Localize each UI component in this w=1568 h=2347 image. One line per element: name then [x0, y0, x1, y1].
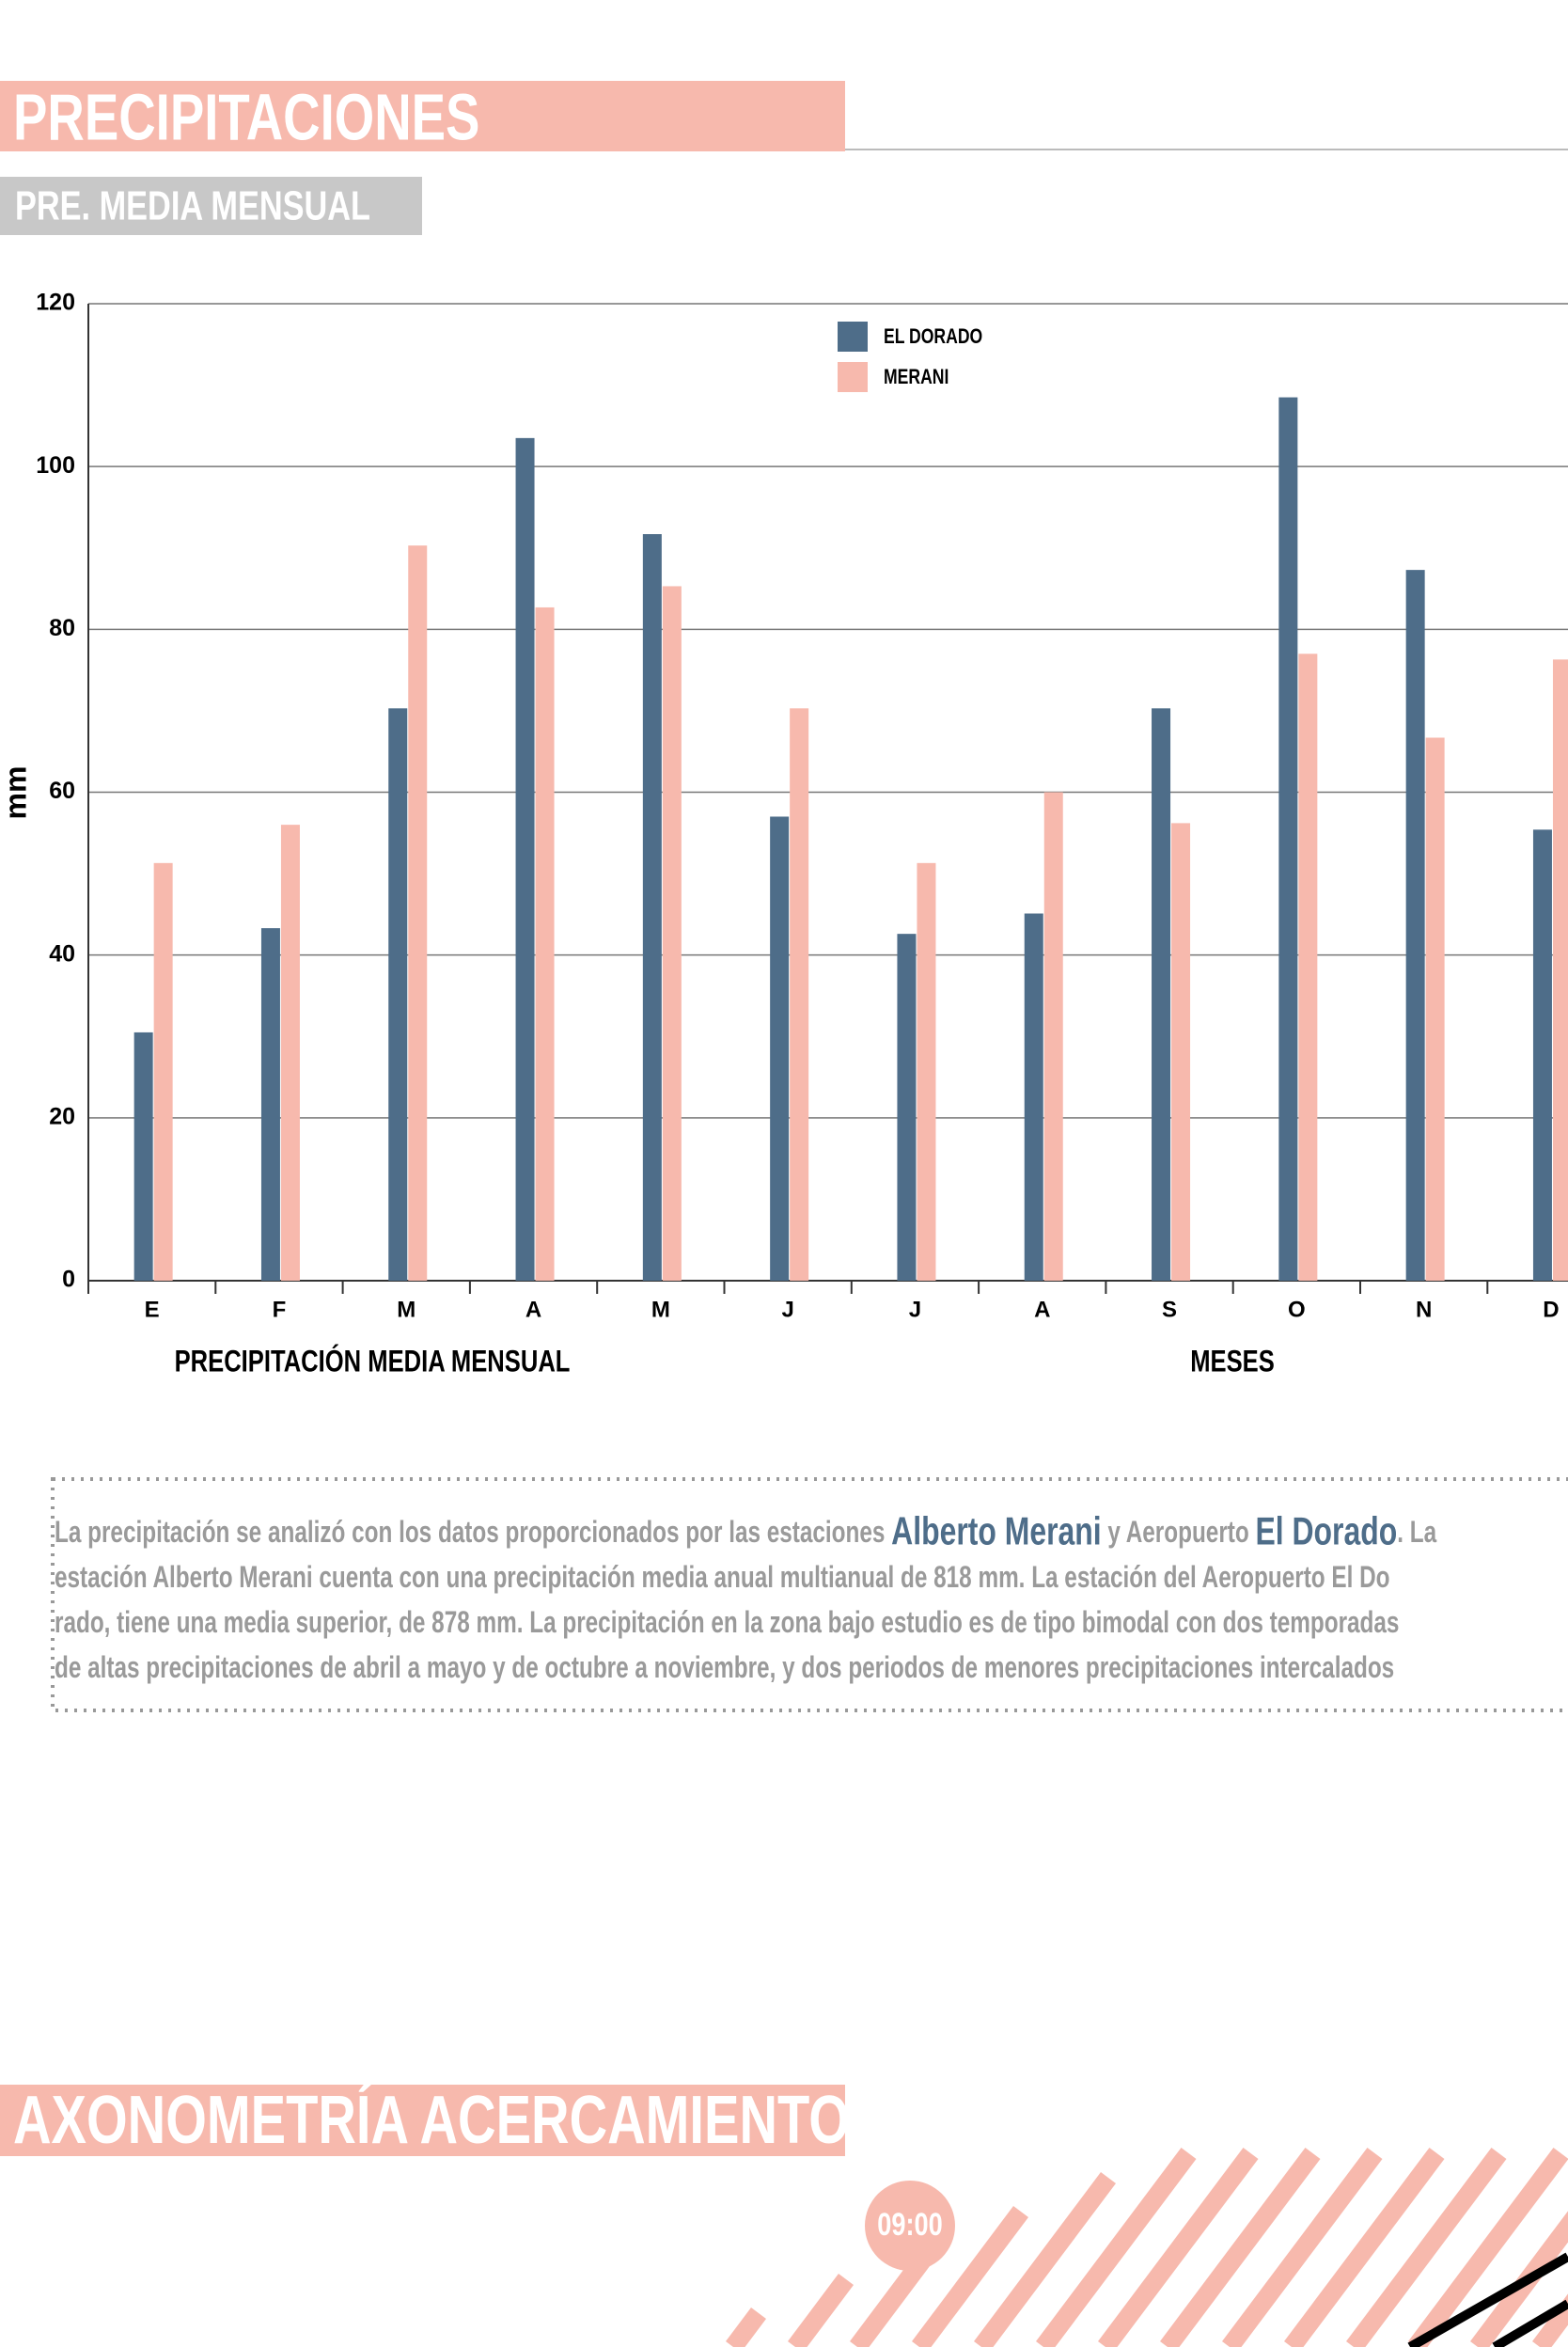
caption-wrap: PRECIPITACIÓN MEDIA MENSUAL — [175, 1344, 571, 1379]
x-tick-label: M — [651, 1297, 670, 1322]
bar — [388, 708, 408, 1281]
x-tick-label: A — [1034, 1297, 1050, 1322]
y-tick-label: 40 — [49, 940, 75, 967]
bar — [1171, 823, 1191, 1281]
time-label: 09:00 — [877, 2206, 943, 2243]
bar — [642, 534, 662, 1281]
x-tick-label: A — [525, 1297, 541, 1322]
legend-swatch — [838, 322, 868, 352]
paragraph-text: y Aeropuerto — [1102, 1515, 1256, 1549]
paragraph-line: rado, tiene una media superior, de 878 m… — [55, 1605, 1399, 1639]
y-tick-label: 120 — [36, 290, 75, 316]
bar — [790, 708, 809, 1281]
bar — [1405, 570, 1425, 1281]
page-title: PRECIPITACIONES — [13, 81, 479, 154]
bar — [535, 606, 555, 1281]
y-tick-label: 100 — [36, 452, 75, 479]
bar — [153, 862, 173, 1281]
paragraph-text: rado, tiene una media superior, de 878 m… — [55, 1605, 1399, 1639]
legend-label: EL DORADO — [884, 325, 982, 348]
footer-bar — [0, 2085, 845, 2156]
y-tick-label: 60 — [49, 778, 75, 804]
bar — [897, 934, 917, 1281]
bar — [1152, 708, 1171, 1281]
paragraph-line: La precipitación se analizó con los dato… — [55, 1508, 1436, 1552]
title-bar — [0, 81, 845, 151]
y-tick-label: 20 — [49, 1103, 75, 1129]
paragraph-text: estación Alberto Merani cuenta con una p… — [55, 1560, 1390, 1594]
station-name: El Dorado — [1255, 1508, 1397, 1552]
x-label-wrap: MESES — [1190, 1346, 1275, 1378]
bar — [1278, 397, 1298, 1282]
bar — [770, 816, 790, 1281]
x-tick-label: F — [273, 1297, 287, 1322]
x-axis-label: MESES — [1190, 1346, 1275, 1378]
paragraph-text: . La — [1397, 1515, 1436, 1549]
bar — [260, 928, 280, 1281]
x-tick-label: N — [1416, 1297, 1432, 1322]
chart: 0 20 40 60 80 100 120 mm E F M A M J J A S O N D EL DORADO ME… — [0, 290, 1568, 1379]
bar — [1298, 654, 1318, 1281]
decor-lines — [1407, 2252, 1568, 2347]
legend-item: EL DORADO — [884, 325, 982, 348]
bar — [1043, 792, 1063, 1281]
x-tick-label: J — [781, 1297, 793, 1322]
x-tick-label: M — [397, 1297, 416, 1322]
footer-title: AXONOMETRÍA ACERCAMIENTO — [13, 2082, 850, 2157]
bar — [662, 586, 682, 1281]
paragraph-text: de altas precipitaciones de abril a mayo… — [55, 1650, 1394, 1684]
bar — [917, 862, 936, 1281]
y-axis-label: mm — [0, 766, 32, 820]
paragraph-text: La precipitación se analizó con los dato… — [55, 1515, 891, 1549]
page-subtitle: PRE. MEDIA MENSUAL — [15, 183, 370, 229]
legend-label: MERANI — [884, 366, 949, 388]
x-tick-label: E — [145, 1297, 160, 1322]
x-tick-label: S — [1162, 1297, 1177, 1322]
chart-caption: PRECIPITACIÓN MEDIA MENSUAL — [175, 1344, 571, 1379]
x-tick-label: J — [909, 1297, 921, 1322]
x-tick-label: D — [1543, 1297, 1559, 1322]
bar — [280, 825, 300, 1281]
bar — [1425, 737, 1445, 1281]
bar — [1552, 659, 1568, 1281]
bar — [133, 1032, 153, 1281]
x-tick-label: O — [1288, 1297, 1306, 1322]
station-name: Alberto Merani — [891, 1508, 1101, 1552]
subtitle-bar — [0, 177, 422, 235]
paragraph: La precipitación se analizó con los dato… — [55, 1508, 1436, 1685]
decor-stripes — [726, 2148, 1568, 2347]
legend-item: MERANI — [884, 366, 949, 388]
y-tick-label: 0 — [62, 1267, 75, 1293]
y-tick-label: 80 — [49, 615, 75, 641]
bar — [1532, 829, 1552, 1281]
bar — [1024, 913, 1043, 1281]
paragraph-line: de altas precipitaciones de abril a mayo… — [55, 1650, 1394, 1684]
text-box — [51, 1477, 1568, 1712]
legend-swatch — [838, 362, 868, 392]
bar — [515, 437, 535, 1281]
bar — [408, 545, 428, 1281]
paragraph-line: estación Alberto Merani cuenta con una p… — [55, 1560, 1390, 1594]
